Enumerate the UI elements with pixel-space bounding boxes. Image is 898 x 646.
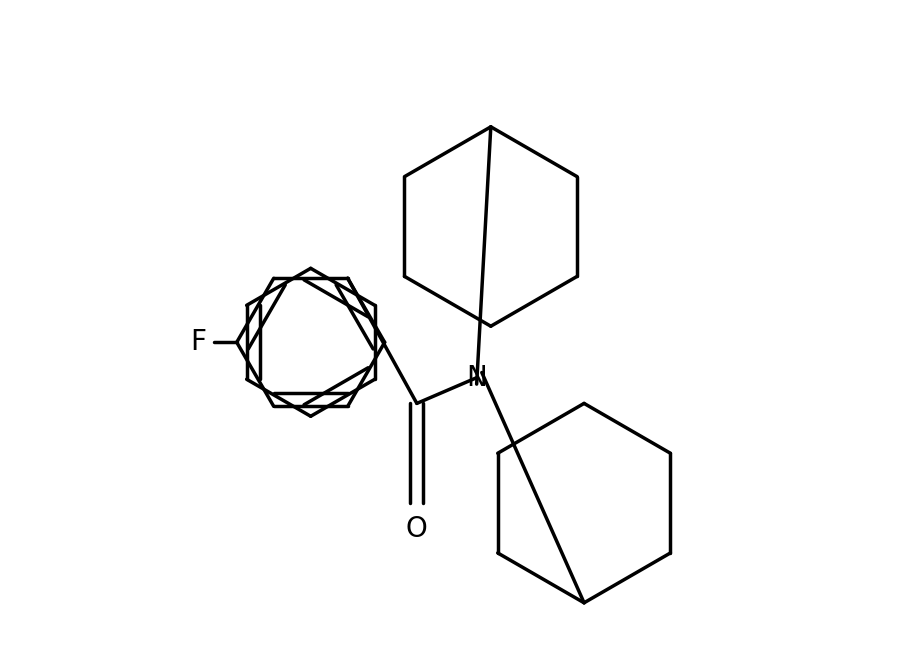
Text: N: N [466,364,487,391]
Text: O: O [406,515,427,543]
Text: F: F [190,328,207,357]
